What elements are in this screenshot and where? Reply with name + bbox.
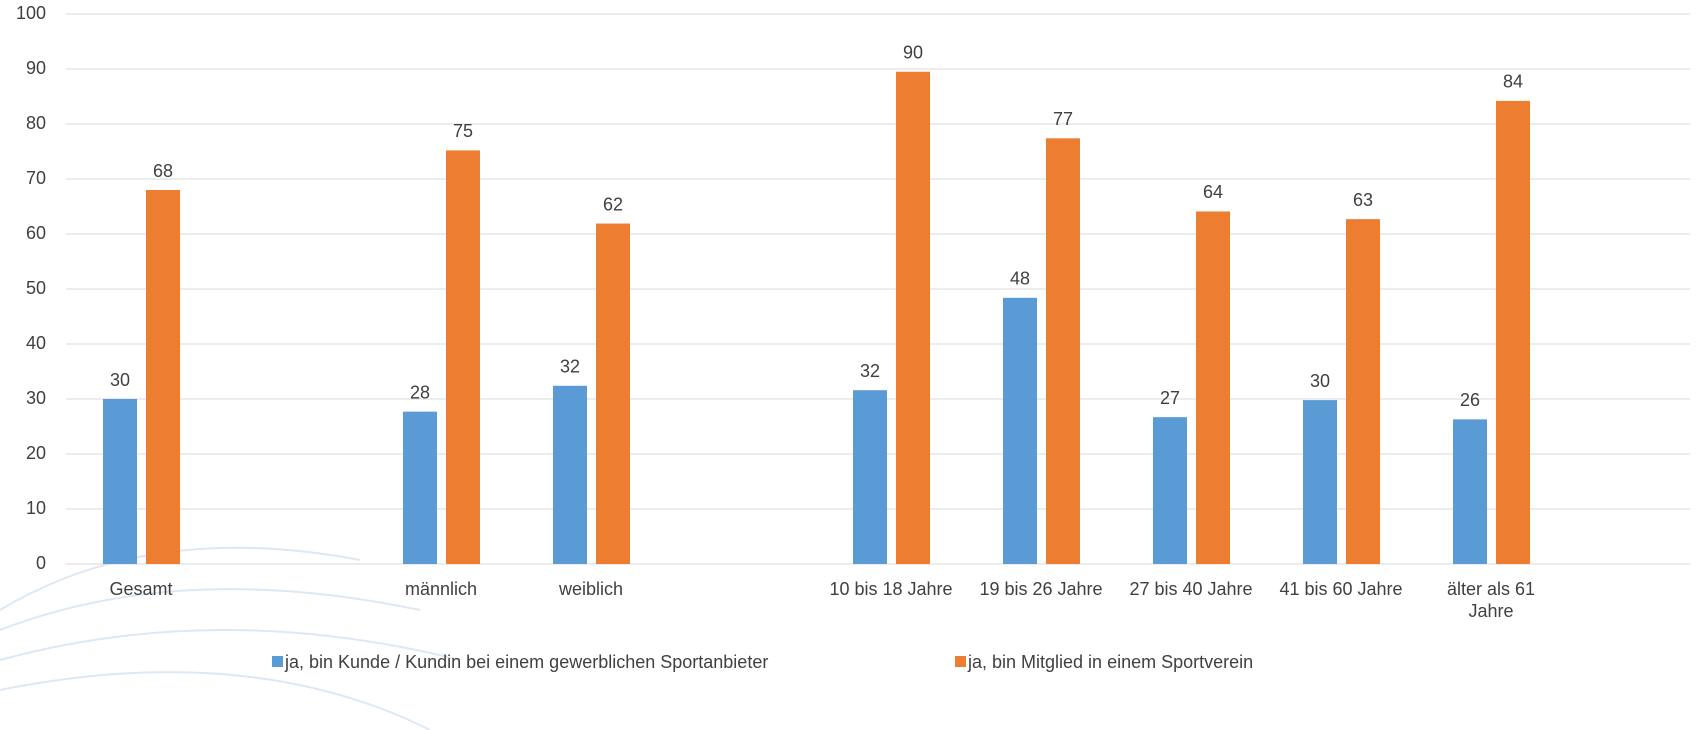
x-tick-label: 41 bis 60 Jahre xyxy=(1279,579,1403,599)
bar xyxy=(596,223,630,565)
data-label: 77 xyxy=(1053,109,1073,129)
y-tick-label: 30 xyxy=(26,388,46,408)
y-tick-label: 70 xyxy=(26,168,46,188)
x-tick-label-box: männlich xyxy=(404,579,478,599)
y-tick-label: 40 xyxy=(26,333,46,353)
data-label: 90 xyxy=(903,43,923,63)
y-tick-label: 10 xyxy=(26,498,46,518)
legend-label: ja, bin Mitglied in einem Sportverein xyxy=(967,652,1253,672)
bar xyxy=(146,190,180,564)
data-label: 48 xyxy=(1010,269,1030,289)
data-label: 63 xyxy=(1353,190,1373,210)
data-label: 75 xyxy=(453,121,473,141)
bar xyxy=(1346,219,1380,564)
data-label: 30 xyxy=(110,370,130,390)
bar xyxy=(553,385,587,564)
y-tick-label: 20 xyxy=(26,443,46,463)
x-tick-label: 10 bis 18 Jahre xyxy=(829,579,953,599)
bar xyxy=(853,390,887,564)
background-swoosh xyxy=(0,546,461,730)
bar xyxy=(403,411,437,564)
x-tick-label: männlich xyxy=(404,579,478,599)
x-tick-label: weiblich xyxy=(558,579,624,599)
legend-swatch xyxy=(955,656,966,667)
x-tick-label-box: 19 bis 26 Jahre xyxy=(979,579,1103,599)
y-tick-label: 80 xyxy=(26,113,46,133)
legend-swatch xyxy=(272,656,283,667)
bar xyxy=(1453,419,1487,564)
data-label: 68 xyxy=(153,161,173,181)
data-label: 62 xyxy=(603,194,623,214)
data-label: 84 xyxy=(1503,72,1523,92)
y-tick-label: 50 xyxy=(26,278,46,298)
bar xyxy=(896,71,930,564)
x-tick-label: 27 bis 40 Jahre xyxy=(1129,579,1253,599)
y-tick-label: 60 xyxy=(26,223,46,243)
x-tick-label-box: Gesamt xyxy=(109,579,173,599)
x-tick-label-box: 27 bis 40 Jahre xyxy=(1129,579,1253,599)
x-tick-label: älter als 61 Jahre xyxy=(1446,579,1536,621)
data-label: 26 xyxy=(1460,390,1480,410)
bar xyxy=(1496,100,1530,565)
data-label: 64 xyxy=(1203,182,1223,202)
data-label: 30 xyxy=(1310,371,1330,391)
bar xyxy=(103,399,137,564)
data-label: 32 xyxy=(560,357,580,377)
bar xyxy=(1303,400,1337,564)
y-tick-label: 100 xyxy=(16,3,46,23)
y-tick-label: 0 xyxy=(36,553,46,573)
data-label: 27 xyxy=(1160,388,1180,408)
x-tick-label: Gesamt xyxy=(109,579,173,599)
legend-label: ja, bin Kunde / Kundin bei einem gewerbl… xyxy=(284,652,768,672)
data-label: 28 xyxy=(410,382,430,402)
bar xyxy=(1196,211,1230,564)
data-label: 32 xyxy=(860,361,880,381)
bar xyxy=(446,150,480,564)
x-tick-label: 19 bis 26 Jahre xyxy=(979,579,1103,599)
bar xyxy=(1003,297,1037,564)
x-tick-label-box: weiblich xyxy=(558,579,624,599)
x-tick-label-box: 10 bis 18 Jahre xyxy=(829,579,953,599)
y-tick-label: 90 xyxy=(26,58,46,78)
x-tick-label-box: älter als 61 Jahre xyxy=(1446,579,1536,621)
bar xyxy=(1153,417,1187,564)
x-tick-label-box: 41 bis 60 Jahre xyxy=(1279,579,1403,599)
bar xyxy=(1046,138,1080,565)
